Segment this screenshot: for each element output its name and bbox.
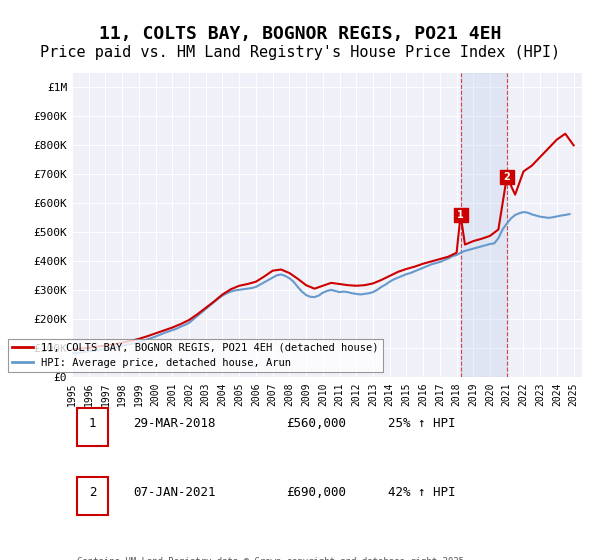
Text: 25% ↑ HPI: 25% ↑ HPI (388, 417, 456, 430)
Text: 2: 2 (89, 486, 96, 499)
Legend: 11, COLTS BAY, BOGNOR REGIS, PO21 4EH (detached house), HPI: Average price, deta: 11, COLTS BAY, BOGNOR REGIS, PO21 4EH (d… (8, 339, 383, 372)
Text: 1: 1 (457, 210, 464, 220)
Text: £560,000: £560,000 (286, 417, 346, 430)
FancyBboxPatch shape (77, 477, 108, 515)
Text: £690,000: £690,000 (286, 486, 346, 499)
Text: 42% ↑ HPI: 42% ↑ HPI (388, 486, 456, 499)
Text: 11, COLTS BAY, BOGNOR REGIS, PO21 4EH: 11, COLTS BAY, BOGNOR REGIS, PO21 4EH (99, 25, 501, 43)
Text: 1: 1 (89, 417, 96, 430)
Text: 07-JAN-2021: 07-JAN-2021 (133, 486, 216, 499)
Text: Contains HM Land Registry data © Crown copyright and database right 2025.
This d: Contains HM Land Registry data © Crown c… (77, 557, 469, 560)
Text: Price paid vs. HM Land Registry's House Price Index (HPI): Price paid vs. HM Land Registry's House … (40, 45, 560, 60)
Bar (461, 73, 507, 377)
Text: 2: 2 (504, 172, 511, 182)
FancyBboxPatch shape (77, 408, 108, 446)
Text: 29-MAR-2018: 29-MAR-2018 (133, 417, 216, 430)
